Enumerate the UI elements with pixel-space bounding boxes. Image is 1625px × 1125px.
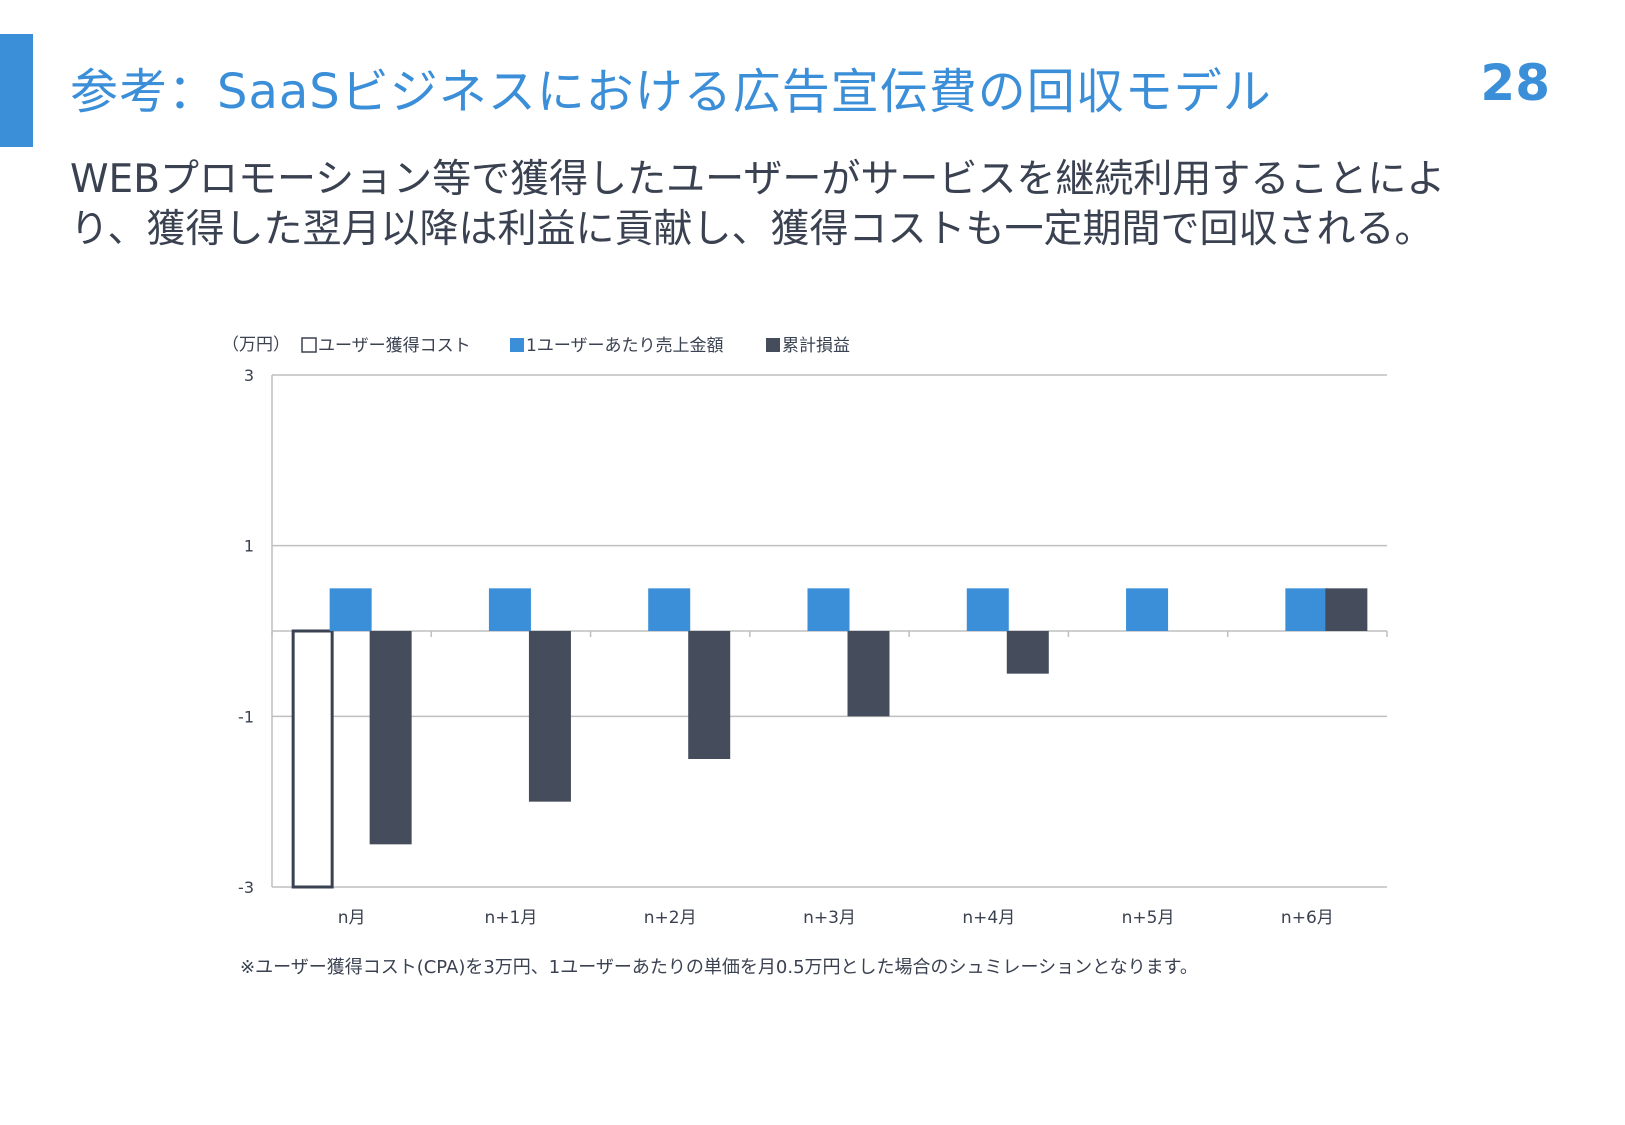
legend-label-revenue: 1ユーザーあたり売上金額 — [526, 336, 723, 356]
bar-revenue-1 — [488, 588, 531, 631]
y-tick-label-3: -3 — [238, 878, 254, 897]
bar-cumulative-6 — [1325, 588, 1368, 631]
bar-revenue-3 — [807, 588, 850, 631]
legend-label-cost: ユーザー獲得コスト — [318, 336, 471, 356]
x-tick-label-5: n+5月 — [1122, 908, 1175, 928]
bar-revenue-2 — [648, 588, 691, 631]
bar-cumulative-0 — [369, 631, 412, 845]
bar-revenue-0 — [329, 588, 372, 631]
x-tick-label-4: n+4月 — [962, 908, 1015, 928]
description-line-2: り、獲得した翌月以降は利益に貢献し、獲得コストも一定期間で回収される。 — [70, 207, 1434, 252]
slide-description: WEBプロモーション等で獲得したユーザーがサービスを継続利用することによ り、獲… — [70, 155, 1570, 255]
bar-cumulative-3 — [847, 631, 890, 717]
bar-revenue-5 — [1126, 588, 1169, 631]
legend-swatch-cost — [301, 337, 317, 353]
chart-footnote: ※ユーザー獲得コスト(CPA)を3万円、1ユーザーあたりの単価を月0.5万円とし… — [240, 957, 1198, 978]
y-tick-label-0: 3 — [244, 366, 254, 385]
y-tick-label-1: 1 — [244, 537, 254, 556]
bar-cost-0 — [291, 629, 334, 889]
bar-cumulative-2 — [688, 631, 731, 759]
legend-swatch-cumulative — [766, 338, 780, 352]
x-tick-label-3: n+3月 — [803, 908, 856, 928]
slide-title: 参考：SaaSビジネスにおける広告宣伝費の回収モデル — [70, 64, 1272, 120]
bar-revenue-6 — [1285, 588, 1328, 631]
bar-cumulative-1 — [528, 631, 571, 802]
title-accent-bar — [0, 34, 33, 147]
y-tick-label-2: -1 — [238, 707, 254, 726]
x-tick-label-6: n+6月 — [1281, 908, 1334, 928]
bar-revenue-4 — [966, 588, 1009, 631]
description-line-1: WEBプロモーション等で獲得したユーザーがサービスを継続利用することによ — [70, 157, 1446, 202]
x-tick-label-1: n+1月 — [485, 908, 538, 928]
legend-swatch-revenue — [510, 338, 524, 352]
page-number: 28 — [1480, 54, 1550, 112]
x-tick-label-0: n月 — [338, 908, 366, 928]
bar-cumulative-4 — [1006, 631, 1049, 674]
x-tick-label-2: n+2月 — [644, 908, 697, 928]
y-axis-unit-label: （万円） — [222, 335, 290, 355]
legend-label-cumulative: 累計損益 — [782, 336, 850, 356]
